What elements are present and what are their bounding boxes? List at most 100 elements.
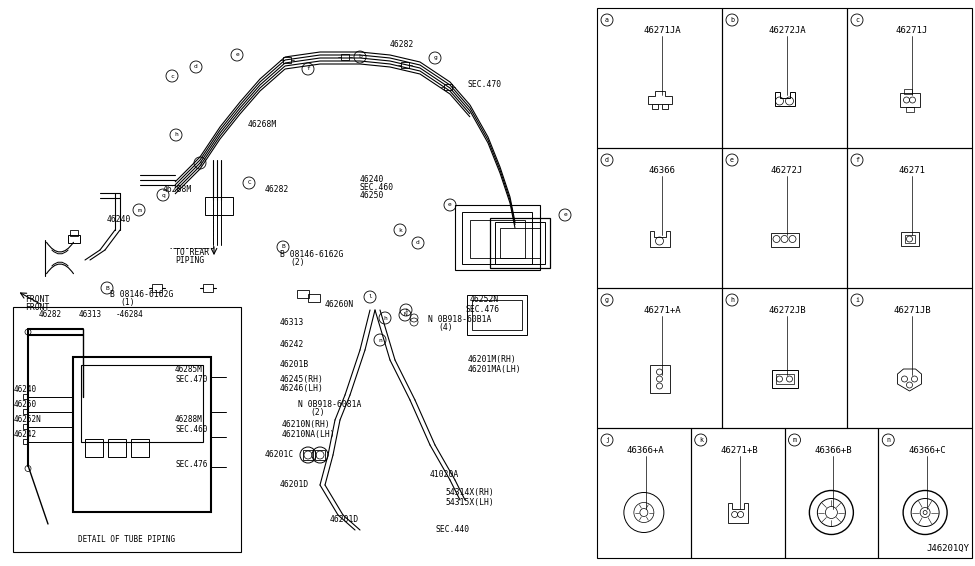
Text: 46366+A: 46366+A xyxy=(627,446,665,455)
Bar xyxy=(597,148,722,288)
Text: 46210N(RH): 46210N(RH) xyxy=(282,420,331,429)
Bar xyxy=(85,439,103,457)
Text: 46201D: 46201D xyxy=(280,480,309,489)
Text: 46271+B: 46271+B xyxy=(721,446,759,455)
Text: d: d xyxy=(194,65,198,70)
Bar xyxy=(847,8,972,148)
Text: DETAIL OF TUBE PIPING: DETAIL OF TUBE PIPING xyxy=(78,535,176,544)
Bar xyxy=(847,148,972,288)
Bar xyxy=(13,307,241,552)
Text: e: e xyxy=(564,212,566,217)
Text: 46282: 46282 xyxy=(265,185,290,194)
Text: PIPING: PIPING xyxy=(175,256,204,265)
Text: j: j xyxy=(198,161,202,165)
Bar xyxy=(455,205,540,270)
Text: j: j xyxy=(605,437,609,443)
Text: 46288M: 46288M xyxy=(175,415,203,424)
Text: 46252N: 46252N xyxy=(14,415,42,424)
Text: 46272JB: 46272JB xyxy=(768,306,805,315)
Bar xyxy=(341,54,349,60)
Text: 46242: 46242 xyxy=(280,340,304,349)
Bar xyxy=(722,8,847,148)
Text: 46201B: 46201B xyxy=(280,360,309,369)
Text: n: n xyxy=(886,437,890,443)
Text: 46285M: 46285M xyxy=(175,365,203,374)
Text: 46242: 46242 xyxy=(14,430,37,439)
Bar xyxy=(649,365,670,393)
Text: 46366: 46366 xyxy=(648,166,676,175)
Text: a: a xyxy=(605,17,609,23)
Text: i: i xyxy=(855,297,859,303)
Bar xyxy=(775,374,794,384)
Bar xyxy=(597,288,722,428)
Text: m: m xyxy=(793,437,797,443)
Text: (4): (4) xyxy=(438,323,452,332)
Bar xyxy=(771,370,798,388)
Bar xyxy=(467,295,527,335)
Text: J46201QY: J46201QY xyxy=(926,544,969,553)
Polygon shape xyxy=(647,91,672,104)
Bar xyxy=(847,288,972,428)
Text: SEC.460: SEC.460 xyxy=(175,425,208,434)
Bar xyxy=(472,300,522,330)
Bar xyxy=(905,235,915,243)
Bar xyxy=(297,290,309,298)
Bar xyxy=(303,450,313,460)
Text: -46284: -46284 xyxy=(116,310,144,319)
Text: FRONT: FRONT xyxy=(25,295,50,304)
Text: c: c xyxy=(170,74,174,79)
Text: 46240: 46240 xyxy=(14,385,37,394)
Text: d: d xyxy=(605,157,609,163)
Polygon shape xyxy=(774,92,795,106)
Bar xyxy=(690,428,785,558)
Bar xyxy=(495,222,545,264)
Text: 41020A: 41020A xyxy=(430,470,459,479)
Text: (1): (1) xyxy=(120,298,135,307)
Text: g: g xyxy=(605,297,609,303)
Bar xyxy=(770,233,799,247)
Text: 46272J: 46272J xyxy=(771,166,803,175)
Polygon shape xyxy=(727,503,748,522)
Text: 46282: 46282 xyxy=(38,310,61,319)
Text: B 08146-6162G: B 08146-6162G xyxy=(280,250,343,259)
Bar xyxy=(108,439,126,457)
Bar xyxy=(23,409,28,414)
Text: SEC.470: SEC.470 xyxy=(175,375,208,384)
Bar xyxy=(722,288,847,428)
Text: 46271JB: 46271JB xyxy=(893,306,931,315)
Text: SEC.470: SEC.470 xyxy=(468,80,502,89)
Text: f: f xyxy=(306,66,310,71)
Bar xyxy=(462,212,532,264)
Text: i: i xyxy=(404,307,408,312)
Text: g: g xyxy=(433,55,437,61)
Text: 46271: 46271 xyxy=(899,166,925,175)
Text: l: l xyxy=(369,294,371,299)
Text: 46313: 46313 xyxy=(280,318,304,327)
Text: 46201MA(LH): 46201MA(LH) xyxy=(468,365,522,374)
Text: 46271JA: 46271JA xyxy=(644,26,681,35)
Text: h: h xyxy=(730,297,734,303)
Bar xyxy=(500,228,540,258)
Bar xyxy=(785,428,878,558)
Text: N: N xyxy=(403,312,407,318)
Text: 46246(LH): 46246(LH) xyxy=(280,384,324,393)
Text: B 08146-6162G: B 08146-6162G xyxy=(110,290,174,299)
Bar xyxy=(444,84,452,90)
Bar xyxy=(81,365,203,442)
Text: e: e xyxy=(235,53,239,58)
Bar xyxy=(597,428,690,558)
Bar xyxy=(131,439,149,457)
Text: 46313: 46313 xyxy=(78,310,101,319)
Text: q: q xyxy=(161,192,165,198)
Text: 46268M: 46268M xyxy=(248,120,277,129)
Text: SEC.440: SEC.440 xyxy=(435,525,469,534)
Text: 46271+A: 46271+A xyxy=(644,306,681,315)
Bar xyxy=(70,230,78,236)
Bar xyxy=(900,93,919,107)
Bar xyxy=(23,439,28,444)
Text: b: b xyxy=(358,54,362,59)
Text: 54315X(LH): 54315X(LH) xyxy=(445,498,493,507)
Polygon shape xyxy=(649,231,670,247)
Text: SEC.460: SEC.460 xyxy=(360,183,394,192)
Text: FRONT: FRONT xyxy=(25,303,50,312)
